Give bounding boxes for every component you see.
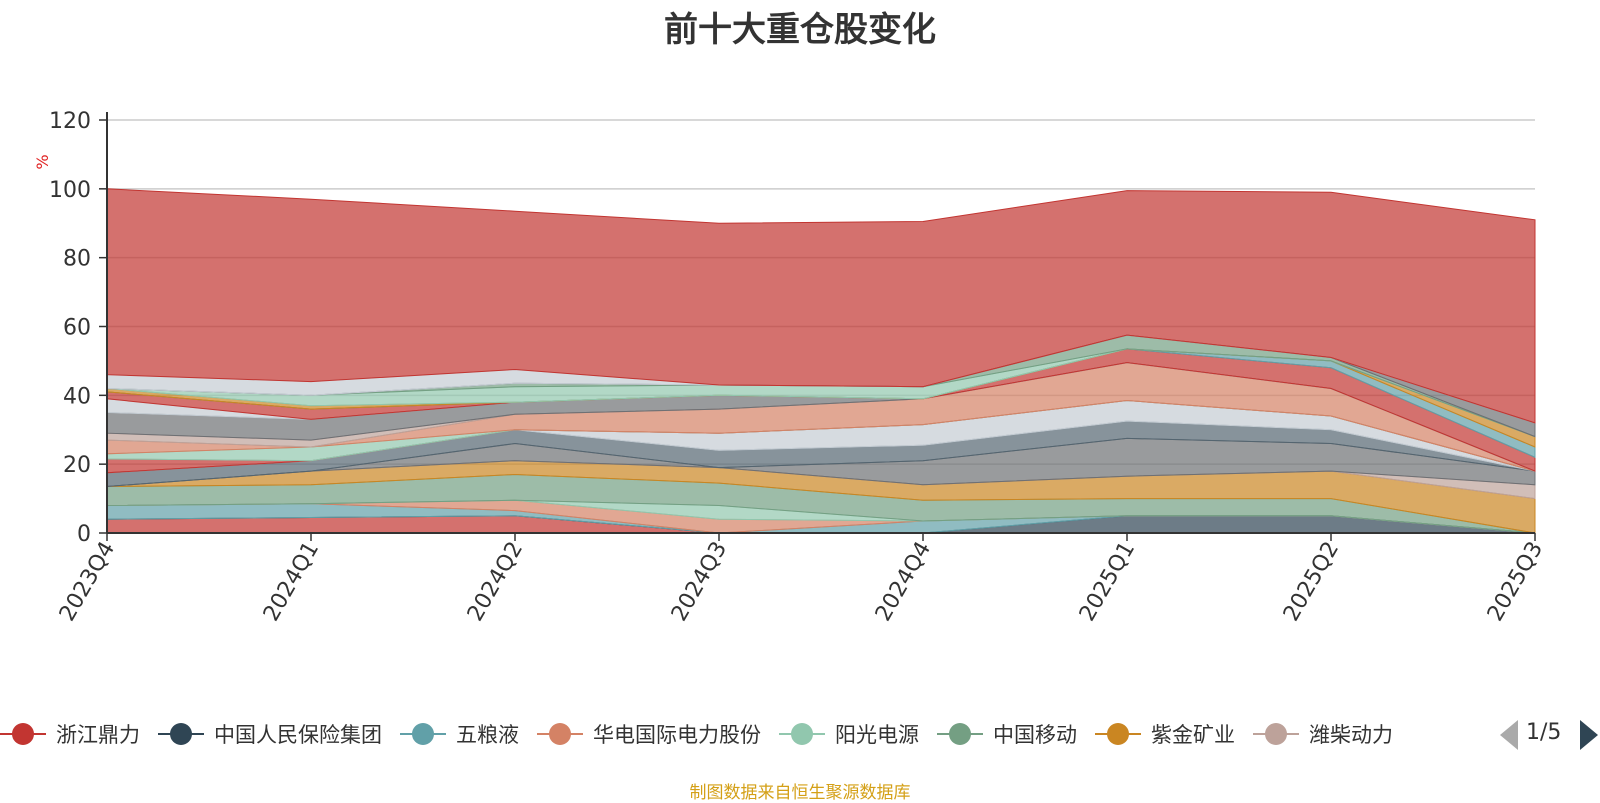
legend-marker-icon (937, 722, 983, 746)
legend-marker-icon (0, 722, 46, 746)
x-tick-label: 2025Q2 (1279, 538, 1344, 626)
legend-item[interactable]: 中国人民保险集团 (158, 712, 382, 756)
x-tick-label: 2024Q1 (259, 538, 324, 626)
legend-marker-icon (537, 722, 583, 746)
y-tick-label: 80 (63, 247, 91, 272)
source-note: 制图数据来自恒生聚源数据库 (689, 783, 911, 803)
legend-next-page-button[interactable] (1580, 720, 1598, 750)
x-tick-label: 2025Q1 (1075, 538, 1140, 626)
legend-label: 中国人民保险集团 (214, 723, 382, 747)
legend-label: 中国移动 (993, 723, 1077, 747)
legend-item[interactable]: 阳光电源 (779, 712, 919, 756)
y-tick-label: 60 (63, 316, 91, 341)
legend-item[interactable]: 浙江鼎力 (0, 712, 140, 756)
legend-label: 潍柴动力 (1309, 723, 1393, 747)
legend-label: 阳光电源 (835, 723, 919, 747)
x-tick-label: 2024Q3 (667, 538, 732, 626)
legend-marker-icon (158, 722, 204, 746)
legend-label: 紫金矿业 (1151, 723, 1235, 747)
legend-item[interactable]: 五粮液 (400, 712, 519, 756)
chart-title: 前十大重仓股变化 (664, 10, 936, 50)
legend-label: 浙江鼎力 (56, 723, 140, 747)
area-series-group: 浙江鼎力中国人民保险集团五粮液华电国际电力股份阳光电源中国移动紫金矿业潍柴动力系… (106, 188, 1536, 534)
x-tick-label: 2024Q2 (463, 538, 528, 626)
legend-marker-icon (400, 722, 446, 746)
x-tick-label: 2024Q4 (871, 538, 936, 626)
y-tick-label: 20 (63, 453, 91, 478)
stacked-area-chart: 浙江鼎力中国人民保险集团五粮液华电国际电力股份阳光电源中国移动紫金矿业潍柴动力系… (33, 109, 1548, 626)
legend-prev-page-button[interactable] (1500, 720, 1518, 750)
legend: 浙江鼎力 中国人民保险集团 五粮液 华电国际电力股份 阳光电源 中国移动 紫金矿业 潍柴动力 (0, 712, 1490, 760)
y-axis-unit-label: % (33, 154, 52, 169)
legend-marker-icon (1253, 722, 1299, 746)
y-tick-label: 100 (49, 178, 91, 203)
legend-marker-icon (1095, 722, 1141, 746)
y-tick-label: 0 (77, 522, 91, 547)
legend-label: 五粮液 (456, 723, 519, 747)
x-tick-label: 2025Q3 (1483, 538, 1548, 626)
legend-marker-icon (779, 722, 825, 746)
y-tick-label: 120 (49, 109, 91, 134)
legend-item[interactable]: 中国移动 (937, 712, 1077, 756)
x-tick-label: 2023Q4 (55, 538, 120, 626)
legend-page-indicator: 1/5 (1526, 720, 1562, 745)
legend-item[interactable]: 华电国际电力股份 (537, 712, 761, 756)
legend-pager: 1/5 (1496, 716, 1600, 756)
area-series[interactable]: 系列25 (106, 188, 1536, 424)
legend-label: 华电国际电力股份 (593, 723, 761, 747)
y-tick-label: 40 (63, 384, 91, 409)
legend-item[interactable]: 紫金矿业 (1095, 712, 1235, 756)
legend-item[interactable]: 潍柴动力 (1253, 712, 1393, 756)
